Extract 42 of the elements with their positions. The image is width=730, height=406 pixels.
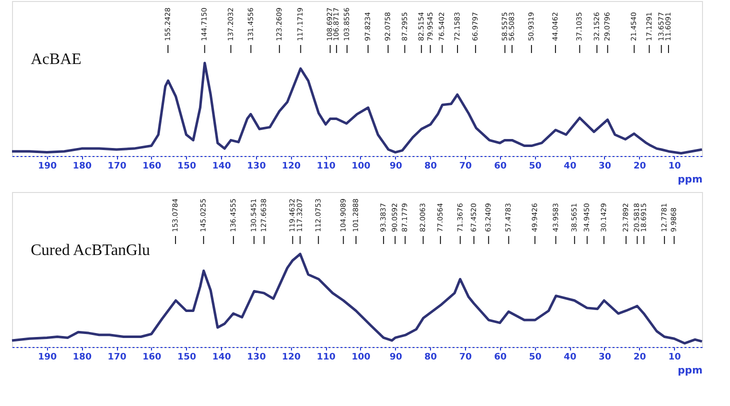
x-tick-label: 190 [38,352,57,362]
x-tick-label: 100 [352,162,370,172]
x-tick-label: 150 [177,352,196,362]
x-tick-label: 10 [668,352,681,362]
x-tick-label: 150 [177,162,196,172]
x-axis-title: ppm [678,174,702,186]
x-tick-label: 160 [142,162,162,172]
x-tick-label: 40 [564,352,576,362]
x-tick-label: 180 [72,162,92,172]
x-tick-label: 50 [528,352,542,362]
x-tick-label: 90 [390,162,402,172]
x-tick-label: 100 [352,352,370,362]
x-tick-label: 120 [282,352,301,362]
chart-title: AcBAE [30,51,82,68]
x-tick-label: 140 [212,352,231,362]
x-tick-label: 110 [316,162,336,172]
x-tick-label: 60 [494,352,507,362]
x-tick-label: 180 [72,352,92,362]
x-tick-label: 80 [424,162,437,172]
x-tick-label: 40 [564,162,576,172]
x-tick-label: 30 [598,162,612,172]
x-tick-label: 130 [247,352,266,362]
x-axis-title: ppm [678,366,702,376]
chart-title: Cured AcBTanGlu [30,242,150,259]
x-tick-label: 70 [459,352,472,362]
x-tick-label: 170 [108,352,126,362]
x-tick-label: 140 [212,162,231,172]
x-tick-label: 80 [424,352,437,362]
x-tick-label: 10 [668,162,681,172]
x-tick-label: 60 [494,162,507,172]
x-tick-label: 110 [316,352,336,362]
x-tick-label: 70 [459,162,472,172]
x-tick-label: 20 [634,352,646,362]
x-tick-label: 30 [598,352,612,362]
x-tick-label: 130 [247,162,266,172]
x-tick-label: 20 [634,162,646,172]
x-tick-label: 160 [142,352,162,362]
x-tick-label: 190 [38,162,57,172]
x-tick-label: 50 [528,162,542,172]
x-tick-label: 90 [390,352,402,362]
x-tick-label: 170 [108,162,126,172]
x-tick-label: 120 [282,162,301,172]
